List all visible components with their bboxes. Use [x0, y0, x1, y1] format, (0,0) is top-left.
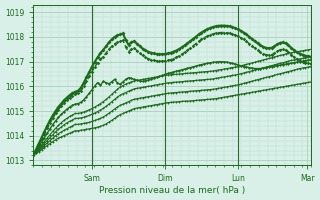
X-axis label: Pression niveau de la mer( hPa ): Pression niveau de la mer( hPa )	[99, 186, 245, 195]
